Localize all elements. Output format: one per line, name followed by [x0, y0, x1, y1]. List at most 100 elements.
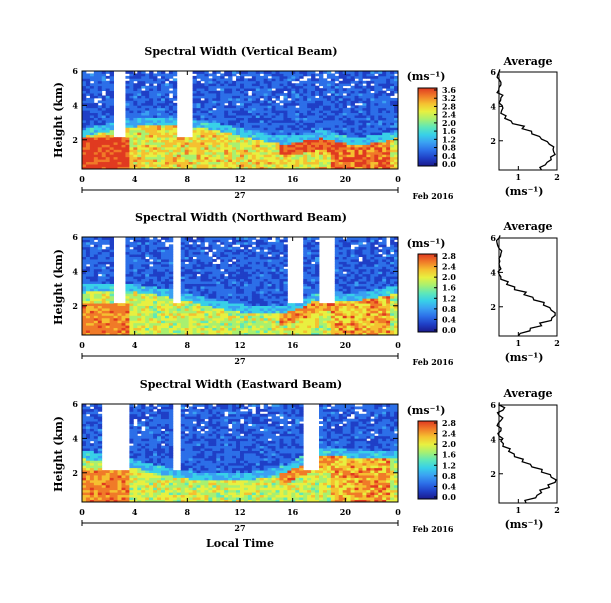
heatmap-cell: [189, 154, 193, 157]
heatmap-cell: [386, 86, 390, 89]
heatmap-cell: [228, 142, 232, 145]
heatmap-cell: [165, 274, 169, 277]
heatmap-cell: [212, 140, 216, 143]
heatmap-cell: [307, 118, 311, 121]
heatmap-cell: [125, 127, 129, 130]
heatmap-cell: [287, 135, 291, 138]
heatmap-cell: [204, 328, 208, 331]
heatmap-cell: [145, 113, 149, 116]
heatmap-cell: [256, 296, 260, 299]
heatmap-cell: [252, 105, 256, 108]
heatmap-cell: [362, 91, 366, 94]
heatmap-cell: [303, 135, 307, 138]
heatmap-cell: [110, 93, 114, 96]
heatmap-cell: [280, 306, 284, 309]
heatmap-cell: [224, 298, 228, 301]
heatmap-cell: [248, 269, 252, 272]
heatmap-cell: [122, 306, 126, 309]
heatmap-cell: [212, 88, 216, 91]
heatmap-cell: [94, 110, 98, 113]
heatmap-cell: [359, 100, 363, 103]
heatmap-cell: [153, 145, 157, 148]
heatmap-cell: [98, 301, 102, 304]
heatmap-cell: [208, 152, 212, 155]
heatmap-cell: [248, 271, 252, 274]
heatmap-cell: [125, 110, 129, 113]
heatmap-cell: [145, 118, 149, 121]
heatmap-cell: [224, 137, 228, 140]
heatmap-cell: [374, 115, 378, 118]
heatmap-cell: [236, 78, 240, 81]
x-tick-label: 16: [287, 174, 299, 184]
heatmap-cell: [125, 291, 129, 294]
heatmap-cell: [102, 108, 106, 111]
heatmap-cell: [339, 122, 343, 125]
heatmap-cell: [244, 113, 248, 116]
heatmap-cell: [165, 330, 169, 333]
heatmap-cell: [244, 83, 248, 86]
heatmap-cell: [82, 81, 86, 84]
heatmap-cell: [268, 293, 272, 296]
heatmap-cell: [272, 142, 276, 145]
heatmap-cell: [185, 259, 189, 262]
heatmap-cell: [287, 140, 291, 143]
heatmap-cell: [280, 122, 284, 125]
heatmap-cell: [287, 137, 291, 140]
heatmap-cell: [165, 73, 169, 76]
heatmap-cell: [157, 303, 161, 306]
heatmap-cell: [374, 113, 378, 116]
heatmap-cell: [224, 130, 228, 133]
heatmap-cell: [212, 127, 216, 130]
heatmap-cell: [216, 269, 220, 272]
heatmap-cell: [295, 76, 299, 79]
heatmap-cell: [232, 269, 236, 272]
heatmap-cell: [232, 125, 236, 128]
heatmap-cell: [149, 288, 153, 291]
heatmap-cell: [252, 122, 256, 125]
heatmap-cell: [280, 100, 284, 103]
heatmap-cell: [125, 142, 129, 145]
heatmap-cell: [236, 325, 240, 328]
heatmap-cell: [268, 81, 272, 84]
heatmap-cell: [307, 313, 311, 316]
heatmap-cell: [248, 288, 252, 291]
heatmap-cell: [153, 303, 157, 306]
heatmap-cell: [169, 259, 173, 262]
heatmap-cell: [327, 137, 331, 140]
heatmap-cell: [114, 323, 118, 326]
heatmap-cell: [287, 110, 291, 113]
heatmap-cell: [244, 269, 248, 272]
heatmap-cell: [224, 110, 228, 113]
heatmap-cell: [185, 149, 189, 152]
heatmap-cell: [268, 308, 272, 311]
heatmap-cell: [216, 318, 220, 321]
heatmap-cell: [386, 113, 390, 116]
heatmap-cell: [295, 88, 299, 91]
heatmap-cell: [390, 142, 394, 145]
heatmap-cell: [197, 73, 201, 76]
heatmap-cell: [133, 127, 137, 130]
heatmap-cell: [129, 328, 133, 331]
heatmap-cell: [228, 122, 232, 125]
heatmap-cell: [125, 239, 129, 242]
heatmap-cell: [169, 91, 173, 94]
heatmap-cell: [201, 311, 205, 314]
heatmap-cell: [193, 320, 197, 323]
heatmap-cell: [133, 284, 137, 287]
heatmap-cell: [232, 137, 236, 140]
heatmap-cell: [137, 96, 141, 99]
heatmap-cell: [137, 147, 141, 150]
heatmap-cell: [197, 252, 201, 255]
heatmap-cell: [228, 276, 232, 279]
heatmap-cell: [272, 257, 276, 260]
heatmap-cell: [382, 91, 386, 94]
heatmap-cell: [287, 130, 291, 133]
heatmap-cell: [315, 152, 319, 155]
heatmap-cell: [106, 140, 110, 143]
heatmap-cell: [323, 157, 327, 160]
heatmap-cell: [295, 315, 299, 318]
heatmap-cell: [327, 113, 331, 116]
heatmap-cell: [307, 330, 311, 333]
heatmap-cell: [161, 122, 165, 125]
heatmap-cell: [173, 81, 177, 84]
